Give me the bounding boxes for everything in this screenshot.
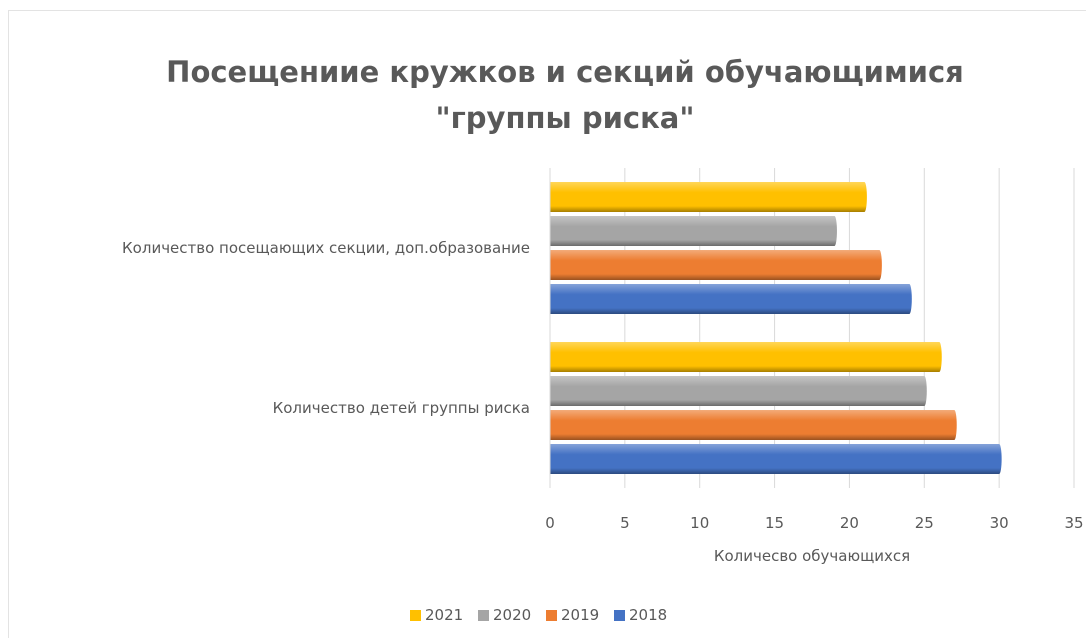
x-tick-label-25: 25 [915,514,934,532]
bar-cap-2019-category-2 [951,410,957,440]
x-tick-label-5: 5 [620,514,630,532]
legend-label-2019: 2019 [561,606,599,624]
bar-cap-2018-category-1 [906,284,912,314]
legend-swatch-2019 [546,610,557,621]
category-label-1: Количество посещающих секции, доп.образо… [122,239,530,257]
bars [550,182,1002,474]
category-label-2: Количество детей группы риска [273,399,530,417]
chart-frame-top [8,10,1086,11]
x-axis-title: Количесво обучающихся [714,547,910,565]
legend-label-2021: 2021 [425,606,463,624]
bar-2018-category-2 [550,444,1000,474]
bar-2020-category-1 [550,216,835,246]
bar-2020-category-2 [550,376,925,406]
bar-2019-category-1 [550,250,880,280]
bar-cap-2020-category-2 [921,376,927,406]
legend-swatch-2021 [410,610,421,621]
legend-label-2020: 2020 [493,606,531,624]
x-tick-label-30: 30 [990,514,1009,532]
bar-2019-category-2 [550,410,955,440]
x-tick-label-20: 20 [840,514,859,532]
bar-2021-category-1 [550,182,865,212]
bar-cap-2019-category-1 [876,250,882,280]
legend-label-2018: 2018 [629,606,667,624]
x-tick-label-35: 35 [1064,514,1083,532]
bar-2021-category-2 [550,342,940,372]
legend-swatch-2018 [614,610,625,621]
bar-cap-2021-category-1 [861,182,867,212]
chart-title-line-1: Посещениие кружков и секций обучающимися [166,55,964,89]
bar-cap-2018-category-2 [996,444,1002,474]
legend-swatch-2020 [478,610,489,621]
x-tick-label-10: 10 [690,514,709,532]
legend: 2021 2020 2019 2018 [410,606,667,624]
x-tick-label-0: 0 [545,514,555,532]
chart-title-line-2: "группы риска" [436,101,695,135]
bar-2018-category-1 [550,284,910,314]
bar-cap-2021-category-2 [936,342,942,372]
axes: 0 5 10 15 20 25 30 35 Количество посещающих секц… [122,168,1084,532]
x-tick-label-15: 15 [765,514,784,532]
bar-cap-2020-category-1 [831,216,837,246]
chart-frame-left [8,10,9,638]
